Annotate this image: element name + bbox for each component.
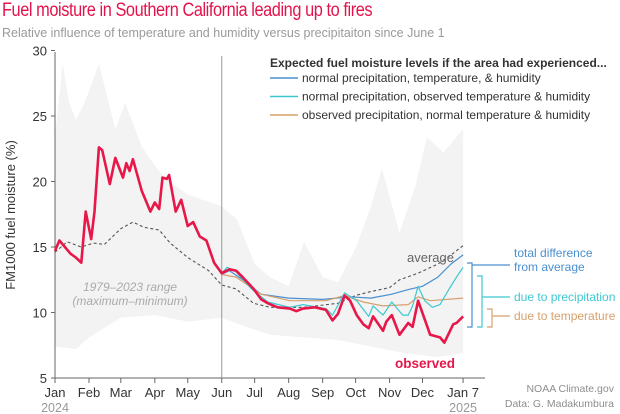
x-tick-label: Dec xyxy=(411,385,435,400)
chart-title: Fuel moisture in Southern California lea… xyxy=(2,0,373,21)
range-annotation-line2: (maximum–minimum) xyxy=(72,294,187,308)
credit-source: NOAA Climate.gov xyxy=(526,383,614,395)
y-tick-label: 10 xyxy=(33,306,47,321)
y-tick-label: 15 xyxy=(33,240,47,255)
y-axis-label: FM1000 fuel moisture (%) xyxy=(3,140,18,290)
x-tick-label: Sep xyxy=(311,385,334,400)
total-annotation-line2: from average xyxy=(514,260,585,274)
y-tick-label: 30 xyxy=(33,44,47,59)
x-tick-label: May xyxy=(175,385,200,400)
x-tick-label: Nov xyxy=(378,385,402,400)
legend-label-normal_temp: observed precipitation, normal temperatu… xyxy=(302,108,590,122)
precip-annotation: due to precipitation xyxy=(514,290,615,304)
legend-label-normal_all: normal precipitation, temperature, & hum… xyxy=(302,71,541,85)
x-tick-label: Mar xyxy=(110,385,133,400)
series-line-average xyxy=(54,221,464,308)
x-tick-label: Jun xyxy=(211,385,232,400)
range-annotation-line1: 1979–2023 range xyxy=(83,280,177,294)
bracket-total xyxy=(467,262,510,328)
y-tick-label: 20 xyxy=(33,175,47,190)
legend-title: Expected fuel moisture levels if the are… xyxy=(270,56,607,70)
series-line-observed xyxy=(53,146,465,344)
year-label-end: 2025 xyxy=(449,401,477,414)
y-tick-label: 5 xyxy=(40,371,47,386)
credit-data: Data: G. Madakumbura xyxy=(504,398,614,410)
total-annotation-line1: total difference xyxy=(514,246,593,260)
temp-annotation: due to temperature xyxy=(514,309,616,323)
bracket-temp xyxy=(487,308,510,328)
y-tick-label: 25 xyxy=(33,109,47,124)
x-tick-label: Jul xyxy=(246,385,263,400)
x-tick-label: Aug xyxy=(277,385,300,400)
x-tick-label: Apr xyxy=(145,385,166,400)
x-tick-label: Oct xyxy=(345,385,366,400)
average-annotation: average xyxy=(407,250,454,265)
range-band xyxy=(55,63,464,358)
x-tick-label: Feb xyxy=(78,385,100,400)
bracket-precip xyxy=(477,275,510,328)
observed-annotation: observed xyxy=(395,356,455,371)
chart-subtitle: Relative influence of temperature and hu… xyxy=(2,26,445,40)
x-tick-label: Jan 7 xyxy=(447,385,479,400)
year-label-start: 2024 xyxy=(41,401,69,414)
x-tick-label: Jan xyxy=(45,385,66,400)
legend-label-normal_precip: normal precipitation, observed temperatu… xyxy=(302,90,590,104)
